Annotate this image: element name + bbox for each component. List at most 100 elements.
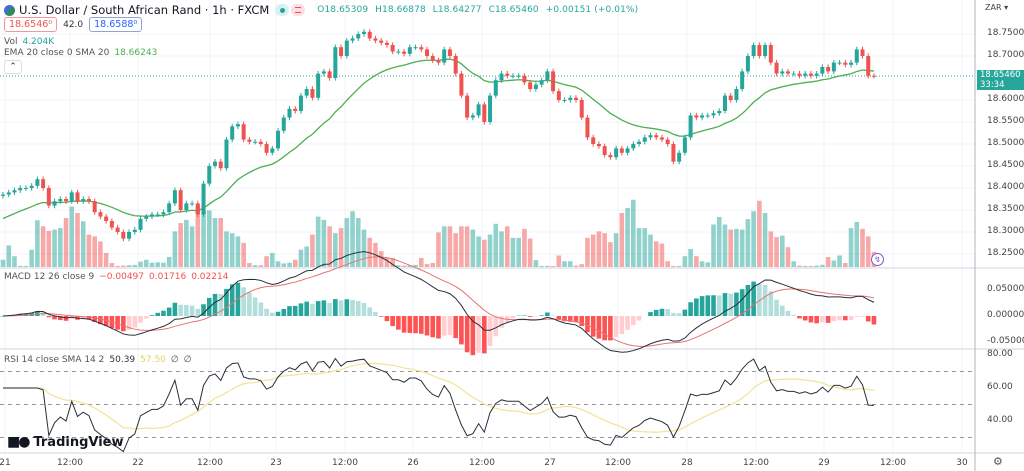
symbol-title[interactable]: U.S. Dollar / South African Rand · 1h · … <box>19 3 270 17</box>
candle-body <box>786 71 791 74</box>
macd-histogram-bar <box>716 295 722 316</box>
candle-body <box>820 67 825 74</box>
time-axis-label: 22 <box>132 458 144 468</box>
volume-value: 4.204K <box>22 37 55 47</box>
trade-row: 18.6546⁰ 42.0 18.6588⁰ <box>4 17 143 32</box>
candle-body <box>728 95 733 100</box>
currency-dropdown[interactable]: ZAR ▾ <box>985 3 1008 12</box>
macd-legend[interactable]: MACD 12 26 close 9 −0.00497 0.01716 0.02214 <box>4 272 228 282</box>
volume-bar <box>0 259 6 267</box>
candle-body <box>235 124 240 127</box>
candle-body <box>602 146 607 155</box>
candle-body <box>505 73 510 76</box>
price-axis-label: 18.60000 <box>987 94 1024 104</box>
tradingview-logo[interactable]: ■● TradingView <box>7 434 124 450</box>
candle-body <box>419 47 424 50</box>
macd-histogram-bar <box>768 291 774 316</box>
volume-bar <box>820 264 825 267</box>
lightning-icon[interactable]: ↯ <box>871 253 884 266</box>
rsi-legend[interactable]: RSI 14 close SMA 14 2 50.39 57.50 ∅ ∅ <box>4 355 192 365</box>
macd-histogram-bar <box>843 316 848 321</box>
volume-bar <box>779 235 785 267</box>
macd-histogram-bar <box>143 316 149 319</box>
volume-bar <box>573 265 579 267</box>
macd-line <box>2 251 875 353</box>
market-status-icon[interactable] <box>275 4 290 16</box>
candle-body <box>608 155 613 158</box>
volume-bar <box>705 262 711 267</box>
volume-bar <box>688 249 693 267</box>
volume-bar <box>734 228 739 267</box>
data-flag-icon[interactable] <box>291 4 306 16</box>
volume-bar <box>539 265 544 267</box>
macd-histogram-bar <box>751 281 756 316</box>
macd-histogram-bar <box>573 316 579 323</box>
volume-bar <box>854 222 860 267</box>
macd-histogram-bar <box>161 310 166 316</box>
candle-body <box>745 56 750 72</box>
candle-body <box>574 97 578 100</box>
macd-histogram-bar <box>802 316 808 321</box>
macd-histogram-bar <box>533 316 539 317</box>
macd-histogram-bar <box>189 305 195 316</box>
candle-body <box>23 188 28 189</box>
volume-legend[interactable]: Vol 4.204K <box>4 37 54 47</box>
settings-gear-icon[interactable]: ⚙ <box>993 455 1003 468</box>
macd-histogram-bar <box>172 302 178 316</box>
time-axis-label: 30 <box>956 458 968 468</box>
volume-bar <box>676 265 682 267</box>
candle-body <box>556 91 561 100</box>
candle-body <box>6 192 11 195</box>
candle-body <box>711 113 716 116</box>
candle-body <box>871 75 876 77</box>
candle-body <box>516 75 521 77</box>
volume-bar <box>636 228 642 267</box>
volume-bar <box>287 262 292 267</box>
volume-bar <box>29 249 34 267</box>
macd-histogram-bar <box>17 313 23 316</box>
sell-button[interactable]: 18.6546⁰ <box>4 17 58 32</box>
volume-bar <box>470 229 476 267</box>
volume-bar <box>401 265 407 267</box>
candle-body <box>121 232 126 239</box>
candle-body <box>184 203 189 210</box>
candle-body <box>854 49 859 63</box>
candle-body <box>41 179 46 188</box>
volume-bar <box>258 265 264 267</box>
candle-body <box>493 80 498 96</box>
volume-bar <box>189 226 195 267</box>
macd-histogram-bar <box>321 300 327 316</box>
candle-body <box>447 49 452 56</box>
macd-histogram-bar <box>567 316 573 322</box>
macd-histogram-bar <box>699 296 705 316</box>
volume-bar <box>109 263 115 267</box>
candle-body <box>849 62 854 65</box>
ema-legend[interactable]: EMA 20 close 0 SMA 20 18.66243 <box>4 48 157 58</box>
candle-body <box>379 40 384 43</box>
macd-histogram-bar <box>613 316 619 337</box>
macd-histogram-bar <box>447 316 453 336</box>
candle-body <box>287 108 292 118</box>
price-axis-label: 18.30000 <box>987 226 1024 236</box>
volume-bar <box>808 265 814 267</box>
macd-histogram-bar <box>178 304 183 316</box>
time-axis-label: 12:00 <box>197 458 223 468</box>
macd-histogram-bar <box>333 299 338 316</box>
collapse-legend-button[interactable]: ⌃ <box>4 60 22 74</box>
candle-body <box>579 100 584 118</box>
buy-button[interactable]: 18.6588⁰ <box>89 17 143 32</box>
volume-bar <box>739 229 745 267</box>
macd-histogram-bar <box>797 316 802 319</box>
volume-bar <box>762 213 768 267</box>
price-axis-label: 18.75000 <box>987 28 1024 38</box>
time-axis-label: 27 <box>544 458 556 468</box>
candle-body <box>52 201 57 206</box>
candle-body <box>425 49 430 56</box>
macd-axis-label: 0.05000 <box>987 284 1024 294</box>
volume-bar <box>327 226 332 267</box>
macd-histogram-bar <box>344 299 350 316</box>
volume-bar <box>333 233 338 267</box>
candle-body <box>316 73 321 98</box>
tradingview-logo-icon: ■● <box>7 434 30 450</box>
